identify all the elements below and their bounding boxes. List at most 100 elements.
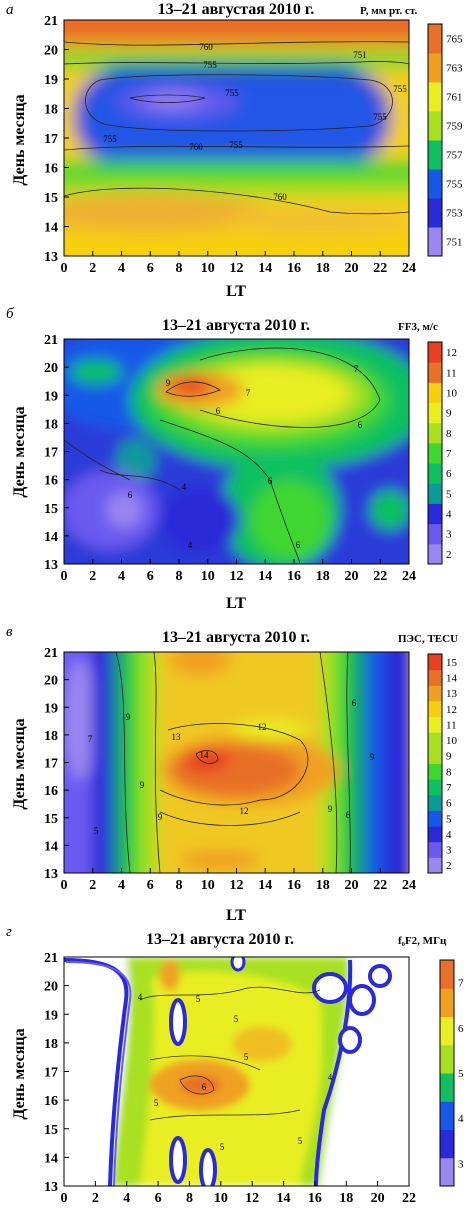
colorbar-segment xyxy=(428,169,442,199)
colorbar-label: 763 xyxy=(446,63,463,75)
contour-label: 6 xyxy=(346,810,351,820)
colorbar-label: 5 xyxy=(458,1068,464,1080)
colorbar-segment xyxy=(428,382,442,404)
panel-c-xlabel: LT xyxy=(226,907,246,924)
x-tick-label: 14 xyxy=(258,878,272,893)
x-tick-label: 16 xyxy=(287,569,301,584)
contour-label: 755 xyxy=(103,134,117,144)
contour-label: 760 xyxy=(189,142,203,152)
colorbar-label: 757 xyxy=(446,150,463,162)
y-tick-label: 17 xyxy=(44,446,58,461)
colorbar-label: 13 xyxy=(446,688,458,700)
colorbar-segment xyxy=(428,669,442,686)
x-tick-label: 18 xyxy=(316,569,330,584)
colorbar-segment xyxy=(428,342,442,363)
colorbar-segment xyxy=(428,794,442,811)
y-tick-label: 15 xyxy=(44,812,58,827)
colorbar-segment xyxy=(428,523,442,545)
panel-b-heatmap xyxy=(64,339,409,564)
panel-c-unit: ПЭС, TECU xyxy=(398,633,458,645)
colorbar-label: 755 xyxy=(446,179,463,191)
panel-c-contours xyxy=(115,652,351,873)
x-tick-label: 18 xyxy=(316,878,330,893)
colorbar-segment xyxy=(440,1044,454,1074)
contour-label: 751 xyxy=(353,50,367,60)
colorbar-label: 12 xyxy=(446,347,457,359)
colorbar-segment xyxy=(428,24,442,54)
y-tick-label: 21 xyxy=(44,646,58,661)
x-tick-label: 0 xyxy=(61,1191,68,1206)
y-tick-label: 18 xyxy=(44,729,58,744)
x-tick-label: 2 xyxy=(89,878,96,893)
x-tick-label: 0 xyxy=(61,261,68,276)
colorbar-label: 6 xyxy=(446,468,452,480)
y-tick-label: 17 xyxy=(44,757,58,772)
colorbar-frame xyxy=(427,653,443,874)
y-tick-label: 21 xyxy=(44,333,58,348)
colorbar-label: 6 xyxy=(446,798,452,810)
panel-d-unit: f₀F2, МГц xyxy=(398,935,447,947)
y-tick-label: 19 xyxy=(44,701,58,716)
colorbar-label: 2 xyxy=(446,860,452,872)
colorbar-segment xyxy=(428,227,442,257)
contour-label: 9 xyxy=(370,752,375,762)
panel-b-title: 13–21 августа 2010 г. xyxy=(162,317,310,334)
y-tick-label: 15 xyxy=(44,1123,58,1138)
panel-d: г 13–21 августа 2010 г. f₀F2, МГц xyxy=(6,924,464,1206)
panel-a-contours xyxy=(64,41,409,215)
x-tick-label: 22 xyxy=(373,261,387,276)
y-tick-label: 19 xyxy=(44,389,58,404)
colorbar-label: 765 xyxy=(446,34,463,46)
panel-a: а 13–21 августая 2010 г. P, мм рт. ст. xyxy=(6,1,463,300)
colorbar-segment xyxy=(428,543,442,565)
colorbar-label: 2 xyxy=(446,549,452,561)
x-tick-label: 12 xyxy=(230,261,244,276)
contour-label: 7 xyxy=(246,388,251,398)
y-tick-label: 16 xyxy=(44,162,58,177)
x-tick-label: 4 xyxy=(123,1191,130,1206)
y-tick-label: 14 xyxy=(44,1151,58,1166)
contour-label: 9 xyxy=(158,812,163,822)
y-tick-label: 16 xyxy=(44,474,58,489)
colorbar-segment xyxy=(428,826,442,843)
colorbar-segment xyxy=(440,960,454,989)
x-tick-label: 4 xyxy=(118,261,125,276)
panel-c-letter: в xyxy=(6,624,13,640)
colorbar-label: 8 xyxy=(446,766,452,778)
colorbar-label: 3 xyxy=(446,529,452,541)
colorbar-frame xyxy=(427,23,443,257)
y-tick-label: 15 xyxy=(44,191,58,206)
colorbar-segment xyxy=(428,841,442,858)
colorbar-segment xyxy=(428,140,442,170)
panel-c-heatmap xyxy=(64,652,409,873)
contour-label: 4 xyxy=(188,540,193,550)
y-tick-label: 16 xyxy=(44,784,58,799)
y-tick-label: 18 xyxy=(44,417,58,432)
contour-label: 6 xyxy=(358,420,363,430)
x-tick-label: 10 xyxy=(201,569,215,584)
contour-label: 6 xyxy=(268,476,273,486)
x-tick-label: 16 xyxy=(308,1191,322,1206)
colorbar-label: 4 xyxy=(446,509,452,521)
y-tick-label: 21 xyxy=(44,14,58,29)
contour-label: 7 xyxy=(354,364,359,374)
y-tick-label: 14 xyxy=(44,530,58,545)
colorbar-label: 8 xyxy=(446,428,452,440)
colorbar-label: 759 xyxy=(446,121,463,133)
contour-label: 7 xyxy=(88,734,93,744)
panel-d-contours xyxy=(139,986,321,1121)
x-tick-label: 24 xyxy=(402,261,416,276)
x-tick-label: 6 xyxy=(147,261,154,276)
panel-b: б 13–21 августа 2010 г. FF3, м/с xyxy=(6,306,458,612)
contour-label: 5 xyxy=(220,1142,225,1152)
colorbar-segment xyxy=(440,988,454,1017)
contour-label: 4 xyxy=(182,482,187,492)
colorbar-segment xyxy=(428,654,442,671)
colorbar-segment xyxy=(440,1129,454,1159)
contour-label: 6 xyxy=(296,540,301,550)
panel-b-ylabel: День месяца xyxy=(11,406,28,497)
y-tick-label: 19 xyxy=(44,73,58,88)
contour-label: 12 xyxy=(258,722,267,732)
panel-b-contours xyxy=(64,347,381,564)
contour-label: 4 xyxy=(138,992,143,1002)
